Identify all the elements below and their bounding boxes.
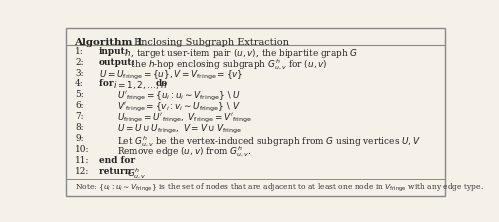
Text: $i = 1, 2, \ldots, h$: $i = 1, 2, \ldots, h$ [113, 79, 168, 91]
Text: do: do [155, 79, 168, 88]
Text: 8:: 8: [75, 123, 84, 132]
Text: Enclosing Subgraph Extraction: Enclosing Subgraph Extraction [134, 38, 289, 47]
Text: $U'_{\mathrm{fringe}} = \{u_i : u_i \sim V_{\mathrm{fringe}}\} \setminus U$: $U'_{\mathrm{fringe}} = \{u_i : u_i \sim… [116, 90, 241, 103]
Text: for: for [99, 79, 117, 88]
Text: 4:: 4: [75, 79, 84, 88]
Text: $U = U \cup U_{\mathrm{fringe}},\ V = V \cup V_{\mathrm{fringe}}$: $U = U \cup U_{\mathrm{fringe}},\ V = V … [116, 123, 242, 136]
Text: Let $G^{h}_{u,v}$ be the vertex-induced subgraph from $G$ using vertices $U, V$: Let $G^{h}_{u,v}$ be the vertex-induced … [116, 134, 421, 149]
Text: $V'_{\mathrm{fringe}} = \{v_i : v_i \sim U_{\mathrm{fringe}}\} \setminus V$: $V'_{\mathrm{fringe}} = \{v_i : v_i \sim… [116, 101, 241, 114]
Text: 12:: 12: [75, 166, 89, 176]
Text: $h$, target user-item pair $(u, v)$, the bipartite graph $G$: $h$, target user-item pair $(u, v)$, the… [122, 47, 358, 60]
Text: 2:: 2: [75, 58, 84, 67]
Text: 9:: 9: [75, 134, 84, 143]
Text: end for: end for [99, 156, 135, 165]
Text: 5:: 5: [75, 90, 84, 99]
Text: Note: $\{u_i : u_i \sim V_{\mathrm{fringe}}\}$ is the set of nodes that are adja: Note: $\{u_i : u_i \sim V_{\mathrm{fring… [75, 181, 484, 194]
Text: 7:: 7: [75, 112, 84, 121]
Text: output:: output: [99, 58, 136, 67]
Text: 3:: 3: [75, 69, 84, 77]
Text: 6:: 6: [75, 101, 84, 110]
Text: $U_{\mathrm{fringe}} = U'_{\mathrm{fringe}},\ V_{\mathrm{fringe}} = V'_{\mathrm{: $U_{\mathrm{fringe}} = U'_{\mathrm{fring… [116, 112, 251, 125]
Text: 11:: 11: [75, 156, 90, 165]
Text: 10:: 10: [75, 145, 90, 154]
Text: the $h$-hop enclosing subgraph $G^{h}_{u,v}$ for $(u, v)$: the $h$-hop enclosing subgraph $G^{h}_{u… [128, 58, 327, 72]
Text: return: return [99, 166, 135, 176]
Text: Remove edge $(u, v)$ from $G^{h}_{u,v}$.: Remove edge $(u, v)$ from $G^{h}_{u,v}$. [116, 145, 251, 159]
Text: 1:: 1: [75, 47, 84, 56]
Text: $U = U_{\mathrm{fringe}} = \{u\}, V = V_{\mathrm{fringe}} = \{v\}$: $U = U_{\mathrm{fringe}} = \{u\}, V = V_… [99, 69, 244, 82]
Text: $G^{h}_{u,v}$: $G^{h}_{u,v}$ [127, 166, 146, 181]
Text: input:: input: [99, 47, 129, 56]
Text: Algorithm 1: Algorithm 1 [74, 38, 143, 47]
